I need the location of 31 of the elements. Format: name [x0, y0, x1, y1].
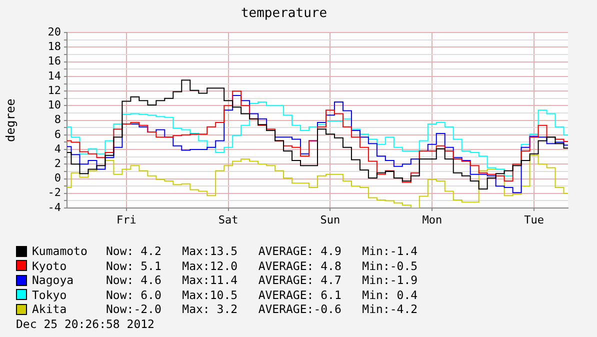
- text: Now: 4.2 Max:13.5 AVERAGE: 4.9 Min:-1.4: [106, 244, 418, 258]
- text: Now: 4.6 Max:11.4 AVERAGE: 4.7 Min:-1.9: [106, 273, 418, 288]
- x-tick-label: Fri: [116, 213, 136, 226]
- x-tick-label: Tue: [524, 213, 544, 226]
- y-tick-label: 14: [48, 69, 62, 82]
- x-tick-label: Sat: [218, 213, 238, 226]
- x-tick-label: Mon: [422, 213, 442, 226]
- text: Now: 5.1 Max:12.0 AVERAGE: 4.8 Min:-0.5: [106, 258, 418, 273]
- text: Now: 6.0 Max:10.5 AVERAGE: 6.1 Min: 0.4: [106, 288, 418, 302]
- y-tick-label: 16: [48, 54, 61, 68]
- legend-label: Kyoto: [32, 258, 68, 273]
- y-tick-label: 4: [54, 142, 62, 156]
- y-tick-label: 2: [54, 157, 61, 170]
- y-tick-label: 20: [48, 25, 61, 38]
- legend-label: Kumamoto: [32, 244, 88, 258]
- legend-label: Nagoya: [32, 273, 75, 288]
- y-axis-title: degree: [3, 98, 18, 142]
- chart-title: temperature: [240, 6, 328, 22]
- y-tick-label: -2: [48, 186, 61, 200]
- y-tick-label: 12: [48, 84, 61, 97]
- x-tick-label: Sun: [320, 213, 340, 226]
- y-tick-label: 0: [54, 172, 61, 185]
- legend-label: Tokyo: [32, 288, 68, 302]
- y-tick-label: 10: [48, 98, 61, 112]
- y-tick-label: 18: [48, 40, 61, 54]
- y-tick-label: 8: [54, 113, 61, 126]
- y-tick-label: 6: [54, 128, 61, 141]
- legend-label: Akita: [32, 302, 68, 316]
- text: Dec 25 20:26:58 2012: [16, 316, 156, 331]
- y-tick-label: -4: [48, 200, 62, 214]
- text: Now:-2.0 Max: 3.2 AVERAGE:-0.6 Min:-4.2: [106, 302, 418, 316]
